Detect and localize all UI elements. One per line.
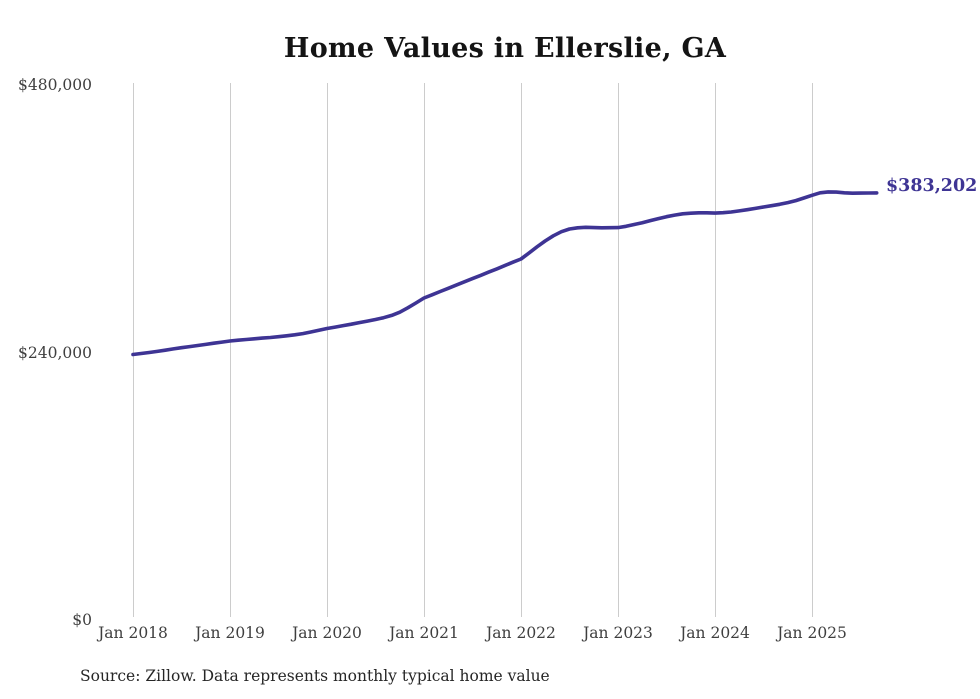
x-tick-label: Jan 2024 bbox=[680, 624, 750, 642]
gridline-jan-2024 bbox=[715, 83, 716, 617]
latest-value-label: $383,202 bbox=[886, 176, 978, 196]
gridline-jan-2020 bbox=[327, 83, 328, 617]
y-tick-label: $240,000 bbox=[18, 343, 92, 362]
x-tick-label: Jan 2018 bbox=[98, 624, 168, 642]
x-tick-label: Jan 2025 bbox=[777, 624, 847, 642]
gridline-jan-2018 bbox=[133, 83, 134, 617]
x-tick-label: Jan 2023 bbox=[583, 624, 653, 642]
gridline-jan-2025 bbox=[812, 83, 813, 617]
x-tick-label: Jan 2020 bbox=[292, 624, 362, 642]
chart-title: Home Values in Ellerslie, GA bbox=[283, 33, 727, 64]
gridline-jan-2019 bbox=[230, 83, 231, 617]
gridline-jan-2022 bbox=[521, 83, 522, 617]
gridline-jan-2023 bbox=[618, 83, 619, 617]
source-note: Source: Zillow. Data represents monthly … bbox=[80, 667, 550, 685]
home-value-series-line bbox=[131, 190, 879, 357]
x-tick-label: Jan 2022 bbox=[486, 624, 556, 642]
y-tick-label: $480,000 bbox=[18, 76, 92, 94]
gridline-jan-2021 bbox=[424, 83, 425, 617]
y-tick-label: $0 bbox=[72, 611, 92, 629]
x-tick-label: Jan 2021 bbox=[389, 624, 459, 642]
x-tick-label: Jan 2019 bbox=[195, 624, 265, 642]
